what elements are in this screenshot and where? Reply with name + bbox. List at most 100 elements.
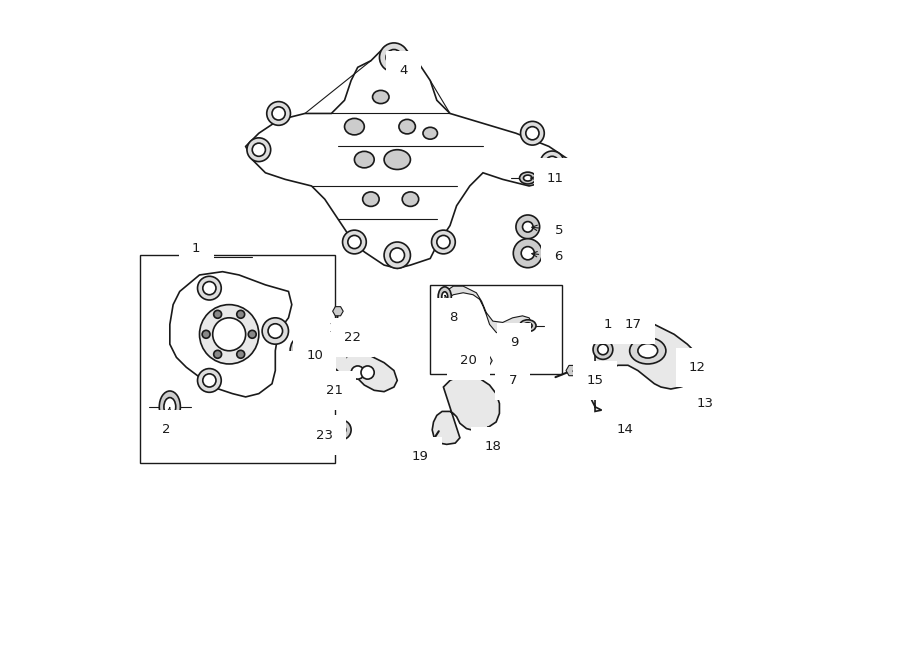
Text: 1: 1: [192, 242, 201, 255]
Ellipse shape: [679, 352, 693, 370]
Circle shape: [237, 310, 245, 318]
Text: 10: 10: [306, 348, 337, 362]
Polygon shape: [359, 322, 369, 334]
Ellipse shape: [159, 391, 180, 422]
Circle shape: [247, 138, 271, 162]
Ellipse shape: [373, 91, 389, 103]
Circle shape: [323, 377, 330, 385]
Circle shape: [197, 369, 221, 393]
Polygon shape: [507, 368, 518, 379]
Ellipse shape: [519, 172, 536, 184]
Ellipse shape: [423, 127, 437, 139]
Circle shape: [521, 247, 535, 260]
Polygon shape: [333, 307, 343, 316]
Polygon shape: [623, 417, 633, 429]
Polygon shape: [432, 375, 500, 444]
Circle shape: [361, 366, 374, 379]
Bar: [140, 255, 335, 463]
Circle shape: [520, 121, 544, 145]
Circle shape: [248, 330, 256, 338]
Text: 15: 15: [573, 371, 604, 387]
Ellipse shape: [524, 175, 532, 181]
Ellipse shape: [638, 344, 658, 358]
Polygon shape: [591, 314, 700, 411]
Ellipse shape: [399, 119, 416, 134]
Text: 11: 11: [531, 171, 564, 185]
Ellipse shape: [290, 338, 307, 363]
Polygon shape: [481, 355, 492, 366]
Circle shape: [337, 425, 346, 434]
Ellipse shape: [355, 152, 374, 168]
Text: 17: 17: [625, 318, 642, 331]
Circle shape: [380, 43, 409, 72]
Circle shape: [312, 366, 341, 395]
Circle shape: [436, 236, 450, 249]
Polygon shape: [566, 365, 578, 376]
Text: 13: 13: [697, 397, 714, 410]
Circle shape: [516, 215, 540, 239]
Text: 16: 16: [603, 318, 620, 331]
Circle shape: [268, 324, 283, 338]
Circle shape: [513, 239, 543, 267]
Circle shape: [540, 151, 564, 175]
Polygon shape: [423, 441, 435, 452]
Circle shape: [598, 344, 608, 355]
Circle shape: [319, 373, 335, 389]
Circle shape: [202, 281, 216, 295]
Circle shape: [252, 143, 266, 156]
Circle shape: [523, 222, 533, 232]
Text: 5: 5: [532, 224, 563, 236]
Polygon shape: [444, 286, 533, 336]
Circle shape: [202, 330, 210, 338]
Ellipse shape: [519, 320, 536, 332]
Ellipse shape: [616, 328, 628, 336]
Text: 23: 23: [316, 429, 338, 442]
Polygon shape: [333, 420, 350, 440]
Polygon shape: [246, 48, 569, 268]
Bar: [430, 285, 562, 374]
Text: 8: 8: [445, 295, 457, 324]
Ellipse shape: [524, 323, 532, 329]
Circle shape: [347, 236, 361, 249]
Circle shape: [272, 107, 285, 120]
Text: 6: 6: [532, 250, 563, 263]
Circle shape: [213, 350, 221, 358]
Circle shape: [197, 276, 221, 300]
Circle shape: [545, 156, 559, 169]
Polygon shape: [483, 432, 493, 444]
Ellipse shape: [442, 292, 447, 302]
Circle shape: [390, 248, 404, 262]
Circle shape: [386, 50, 402, 66]
Circle shape: [384, 242, 410, 268]
Circle shape: [262, 318, 289, 344]
Polygon shape: [701, 389, 710, 399]
Ellipse shape: [345, 118, 364, 135]
Ellipse shape: [402, 192, 418, 207]
Text: 19: 19: [412, 449, 428, 463]
Ellipse shape: [384, 150, 410, 169]
Text: 22: 22: [344, 331, 361, 344]
Ellipse shape: [438, 287, 451, 307]
Text: 20: 20: [460, 354, 482, 367]
Ellipse shape: [620, 330, 625, 334]
Text: 9: 9: [509, 329, 526, 349]
Circle shape: [597, 326, 614, 343]
Circle shape: [526, 126, 539, 140]
Circle shape: [601, 330, 609, 338]
Text: 18: 18: [484, 440, 501, 453]
Polygon shape: [170, 271, 292, 397]
Text: 3: 3: [294, 351, 302, 377]
Text: 12: 12: [688, 361, 706, 374]
Circle shape: [331, 420, 351, 440]
Circle shape: [200, 305, 259, 364]
Circle shape: [237, 350, 245, 358]
Circle shape: [212, 318, 246, 351]
Text: 4: 4: [391, 60, 408, 77]
Circle shape: [431, 230, 455, 254]
Text: 14: 14: [616, 424, 633, 436]
Ellipse shape: [683, 356, 689, 365]
Circle shape: [593, 340, 613, 359]
Text: 2: 2: [162, 407, 172, 436]
Polygon shape: [315, 352, 397, 401]
Circle shape: [213, 310, 221, 318]
